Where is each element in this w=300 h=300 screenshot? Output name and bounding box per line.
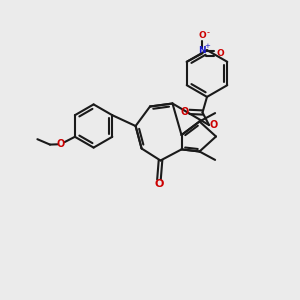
Text: O: O [217,49,224,58]
Text: O: O [210,120,218,130]
Text: -: - [206,28,209,37]
Text: O: O [181,107,189,117]
Text: +: + [205,44,210,50]
Text: N: N [199,46,206,56]
Text: O: O [56,139,64,149]
Text: O: O [199,31,206,40]
Text: O: O [154,179,164,189]
